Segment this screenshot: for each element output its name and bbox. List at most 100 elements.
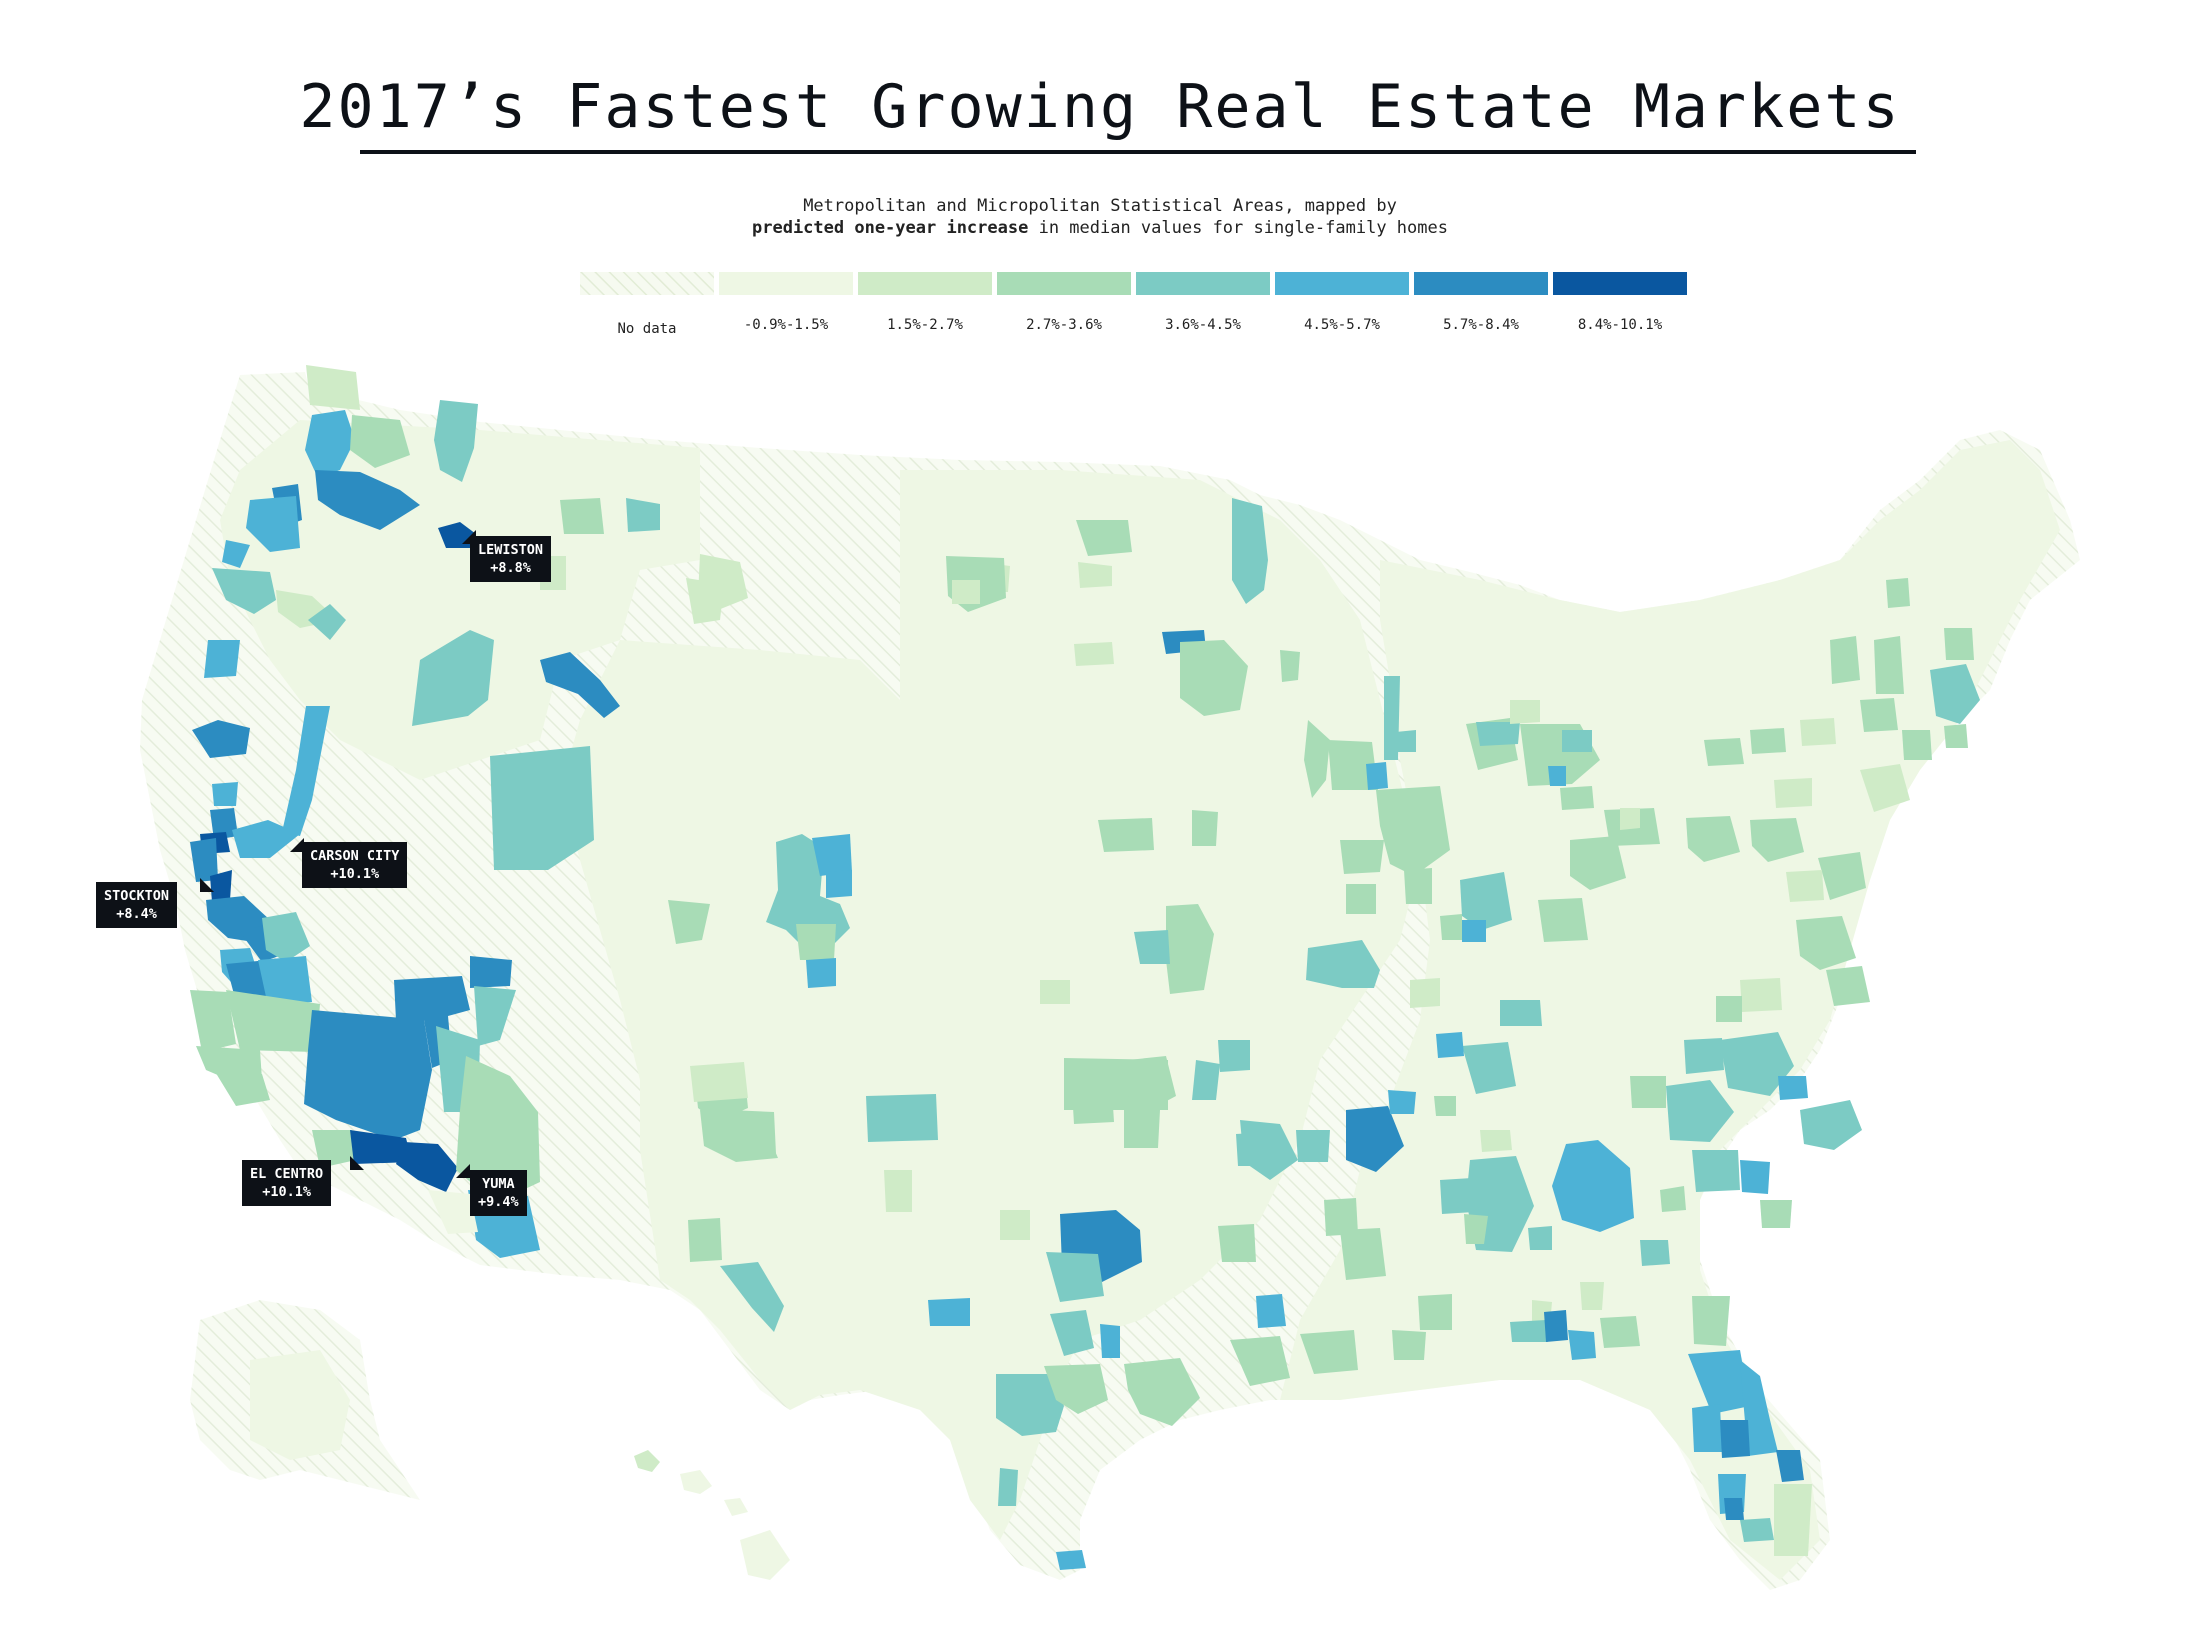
- region-tallahassee: [1600, 1316, 1640, 1348]
- region-st-louis: [1306, 940, 1380, 988]
- region-chico: [210, 808, 238, 840]
- region-mo-columbia: [1218, 1040, 1250, 1072]
- subtitle-line-1: Metropolitan and Micropolitan Statistica…: [803, 196, 1397, 216]
- legend-item-bin-6: 5.7%-8.4%: [1414, 272, 1548, 333]
- callout-value: +8.8%: [490, 560, 531, 576]
- legend-swatch: [858, 272, 992, 295]
- region-naples: [1724, 1498, 1744, 1520]
- region-sierra-vista: [428, 1190, 478, 1234]
- region-nd-minot: [952, 580, 980, 604]
- region-bowling: [1480, 1130, 1512, 1152]
- region-chattanooga: [1434, 1096, 1456, 1116]
- region-fresno: [262, 912, 310, 962]
- region-redding: [212, 782, 238, 806]
- region-columbus-ga: [1528, 1226, 1552, 1250]
- region-green-bay: [1396, 730, 1416, 752]
- region-ca-central-coast: [226, 990, 320, 1052]
- region-columbus-oh: [1570, 836, 1626, 890]
- region-providence: [1944, 724, 1968, 748]
- region-yakima: [315, 470, 420, 530]
- callout-tip: [456, 1164, 470, 1178]
- region-fort-collins: [812, 834, 852, 876]
- region-ia-cedar: [1124, 1110, 1160, 1148]
- region-nashville: [1346, 1106, 1404, 1172]
- region-albany-ga: [1580, 1282, 1604, 1310]
- region-wilmington: [1778, 1076, 1808, 1100]
- region-charlotte: [1666, 1080, 1734, 1142]
- region-scranton: [1774, 778, 1812, 808]
- region-montgomery: [1464, 1214, 1488, 1244]
- region-atlanta: [1552, 1140, 1634, 1232]
- region-champaign: [1404, 868, 1432, 904]
- region-mn-north: [1232, 498, 1268, 604]
- region-buffalo: [1704, 738, 1744, 766]
- region-columbia-sc: [1692, 1150, 1740, 1192]
- region-ks-hays: [1040, 980, 1070, 1004]
- region-greenville-sc: [1630, 1076, 1666, 1108]
- region-tx-abilene: [884, 1170, 912, 1212]
- region-denver: [766, 834, 850, 948]
- title-underline: [360, 150, 1916, 154]
- callout-lewiston: LEWISTON +8.8%: [470, 536, 552, 582]
- region-grand-forks: [1078, 562, 1112, 588]
- region-nh: [1874, 636, 1904, 694]
- region-wichita: [1134, 930, 1170, 964]
- region-richmond: [1796, 916, 1856, 970]
- region-fargo: [1076, 520, 1132, 556]
- callout-tip: [200, 878, 214, 892]
- region-grand-junction: [668, 900, 710, 944]
- legend-label: 8.4%-10.1%: [1577, 317, 1663, 333]
- region-tacoma: [246, 496, 300, 552]
- region-tx-amarillo-e: [866, 1094, 938, 1142]
- callout-tip: [290, 838, 304, 852]
- region-san-luis: [190, 990, 236, 1052]
- region-myrtle: [1760, 1200, 1792, 1228]
- legend-item-bin-3: 2.7%-3.6%: [997, 272, 1131, 333]
- region-cincinnati: [1538, 898, 1588, 942]
- region-houston: [1124, 1358, 1200, 1426]
- region-fl-panhandle: [1510, 1320, 1548, 1342]
- region-nyc: [1860, 764, 1910, 812]
- callout-tip: [462, 530, 476, 544]
- region-gainesville: [1688, 1350, 1750, 1414]
- legend-swatch: [719, 272, 853, 295]
- subtitle-emphasis: predicted one-year increase: [752, 218, 1029, 238]
- region-pittsburgh: [1686, 816, 1740, 862]
- region-tx-sw: [688, 1218, 722, 1262]
- region-tampa: [1692, 1404, 1722, 1452]
- legend-label: 3.6%-4.5%: [1165, 317, 1241, 333]
- legend-label: 1.5%-2.7%: [887, 317, 963, 333]
- region-san-diego: [312, 1130, 356, 1168]
- legend-label: No data: [617, 321, 677, 337]
- region-lincoln: [1192, 810, 1218, 846]
- callout-name: YUMA: [482, 1176, 515, 1192]
- subtitle-rest: in median values for single-family homes: [1028, 218, 1448, 238]
- region-baton-rouge: [1300, 1330, 1358, 1374]
- region-st-george: [470, 956, 512, 988]
- region-mobile: [1568, 1330, 1596, 1360]
- region-rockford: [1340, 840, 1384, 874]
- region-pueblo: [806, 958, 836, 988]
- region-philadelphia: [1818, 852, 1866, 900]
- legend-item-bin-7: 8.4%-10.1%: [1553, 272, 1687, 333]
- region-base-texas: [640, 1150, 1080, 1540]
- region-milwaukee: [1366, 762, 1388, 790]
- legend-swatch: [1275, 272, 1409, 295]
- region-louisville: [1436, 1032, 1464, 1058]
- region-toledo: [1560, 786, 1594, 810]
- region-or-medford: [192, 720, 250, 758]
- hawaii-2: [680, 1470, 712, 1494]
- region-huntsville: [1440, 1178, 1474, 1214]
- region-or-bend: [204, 640, 240, 678]
- callout-el-centro: EL CENTRO +10.1%: [242, 1160, 332, 1206]
- region-nm-santa-fe: [730, 1110, 776, 1154]
- region-syracuse: [1800, 718, 1836, 746]
- region-pensacola: [1544, 1310, 1568, 1342]
- region-colo-springs: [796, 924, 836, 960]
- region-fort-wayne: [1462, 920, 1486, 942]
- region-me-north: [1886, 578, 1910, 608]
- legend-label: -0.9%-1.5%: [743, 317, 829, 333]
- region-roanoke: [1716, 996, 1742, 1022]
- alaska-base: [250, 1350, 350, 1460]
- region-peoria: [1346, 884, 1376, 914]
